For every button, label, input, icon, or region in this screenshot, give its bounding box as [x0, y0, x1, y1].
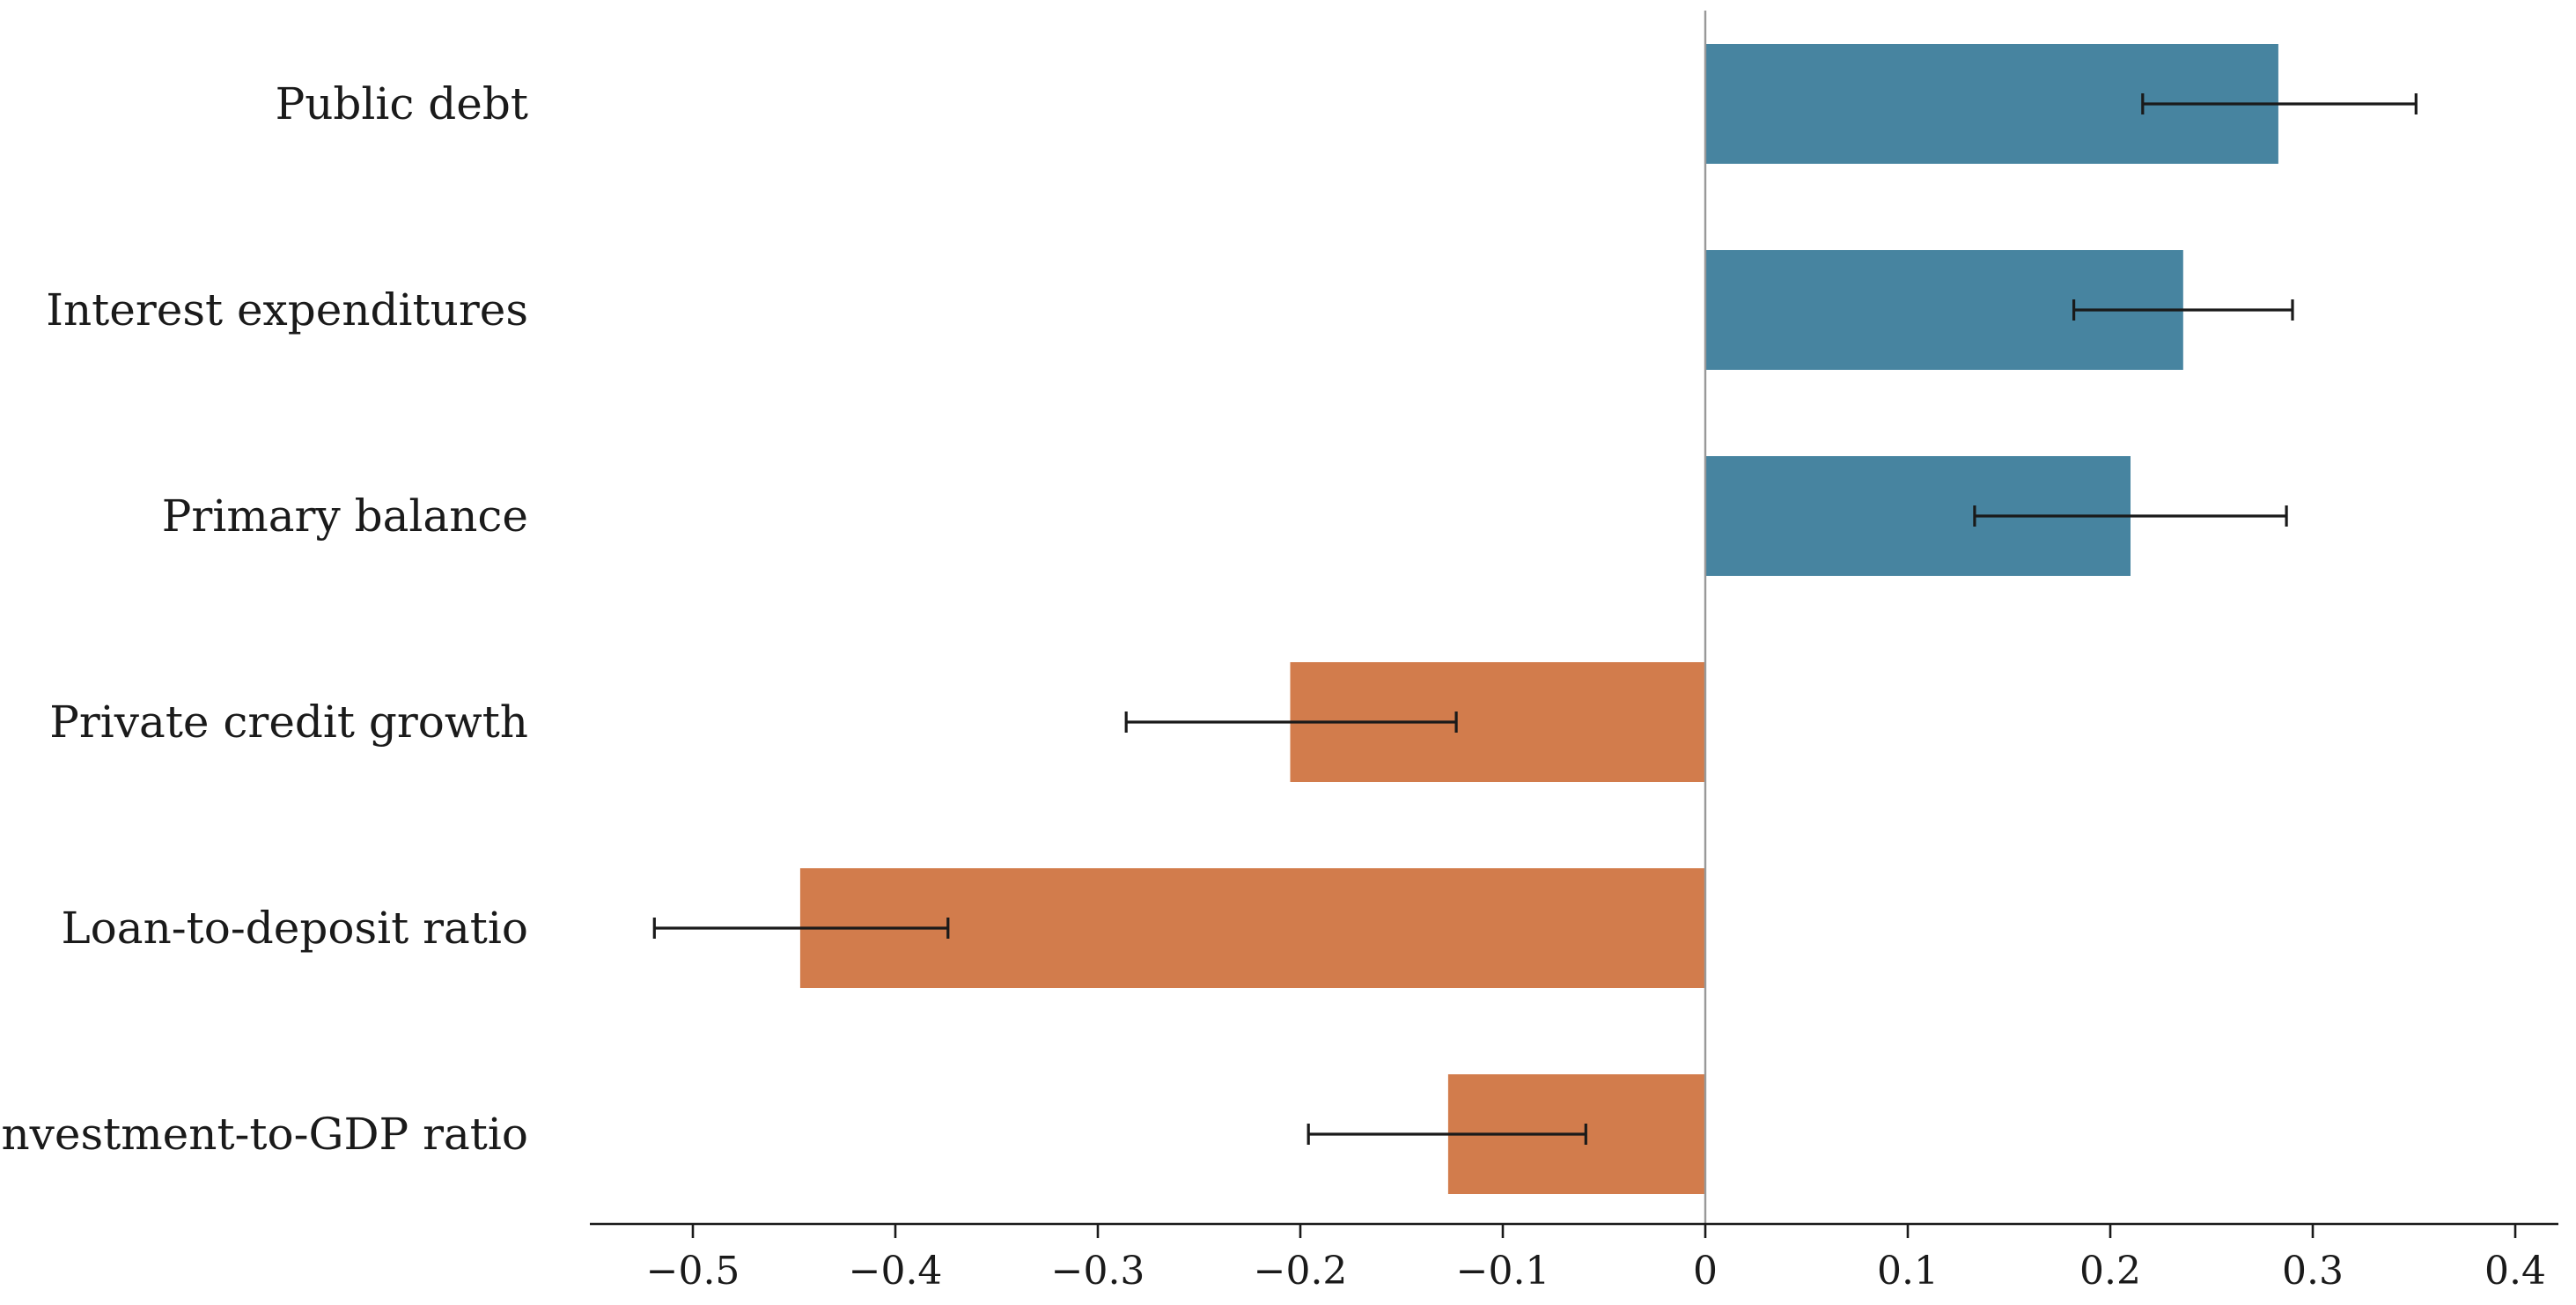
x-tick-label-6: 0.1	[1877, 1249, 1939, 1294]
category-label-3: Private credit growth	[49, 697, 528, 748]
errorbars-layer	[652, 93, 2418, 1145]
x-tick-label-2: −0.3	[1051, 1249, 1145, 1294]
category-label-0: Public debt	[276, 78, 528, 129]
x-tick-label-8: 0.3	[2282, 1249, 2344, 1294]
x-tick-label-5: 0	[1693, 1249, 1718, 1294]
x-tick-label-3: −0.2	[1254, 1249, 1348, 1294]
x-tick-label-9: 0.4	[2484, 1249, 2546, 1294]
x-tick-label-4: −0.1	[1456, 1249, 1550, 1294]
x-tick-label-0: −0.5	[646, 1249, 740, 1294]
category-label-5: Investment-to-GDP ratio	[0, 1109, 528, 1160]
category-labels: Public debt Interest expenditures Primary …	[0, 78, 528, 1160]
bars-layer	[799, 44, 2278, 1194]
category-label-2: Primary balance	[162, 490, 528, 542]
x-tick-label-1: −0.4	[849, 1249, 943, 1294]
x-tick-label-7: 0.2	[2079, 1249, 2141, 1294]
bar-4	[799, 868, 1705, 988]
category-label-1: Interest expenditures	[46, 284, 528, 335]
category-label-4: Loan-to-deposit ratio	[61, 903, 528, 954]
x-axis-ticks: −0.5 −0.4 −0.3 −0.2 −0.1 0 0.1 0.2 0.3 0.4	[646, 1224, 2546, 1294]
